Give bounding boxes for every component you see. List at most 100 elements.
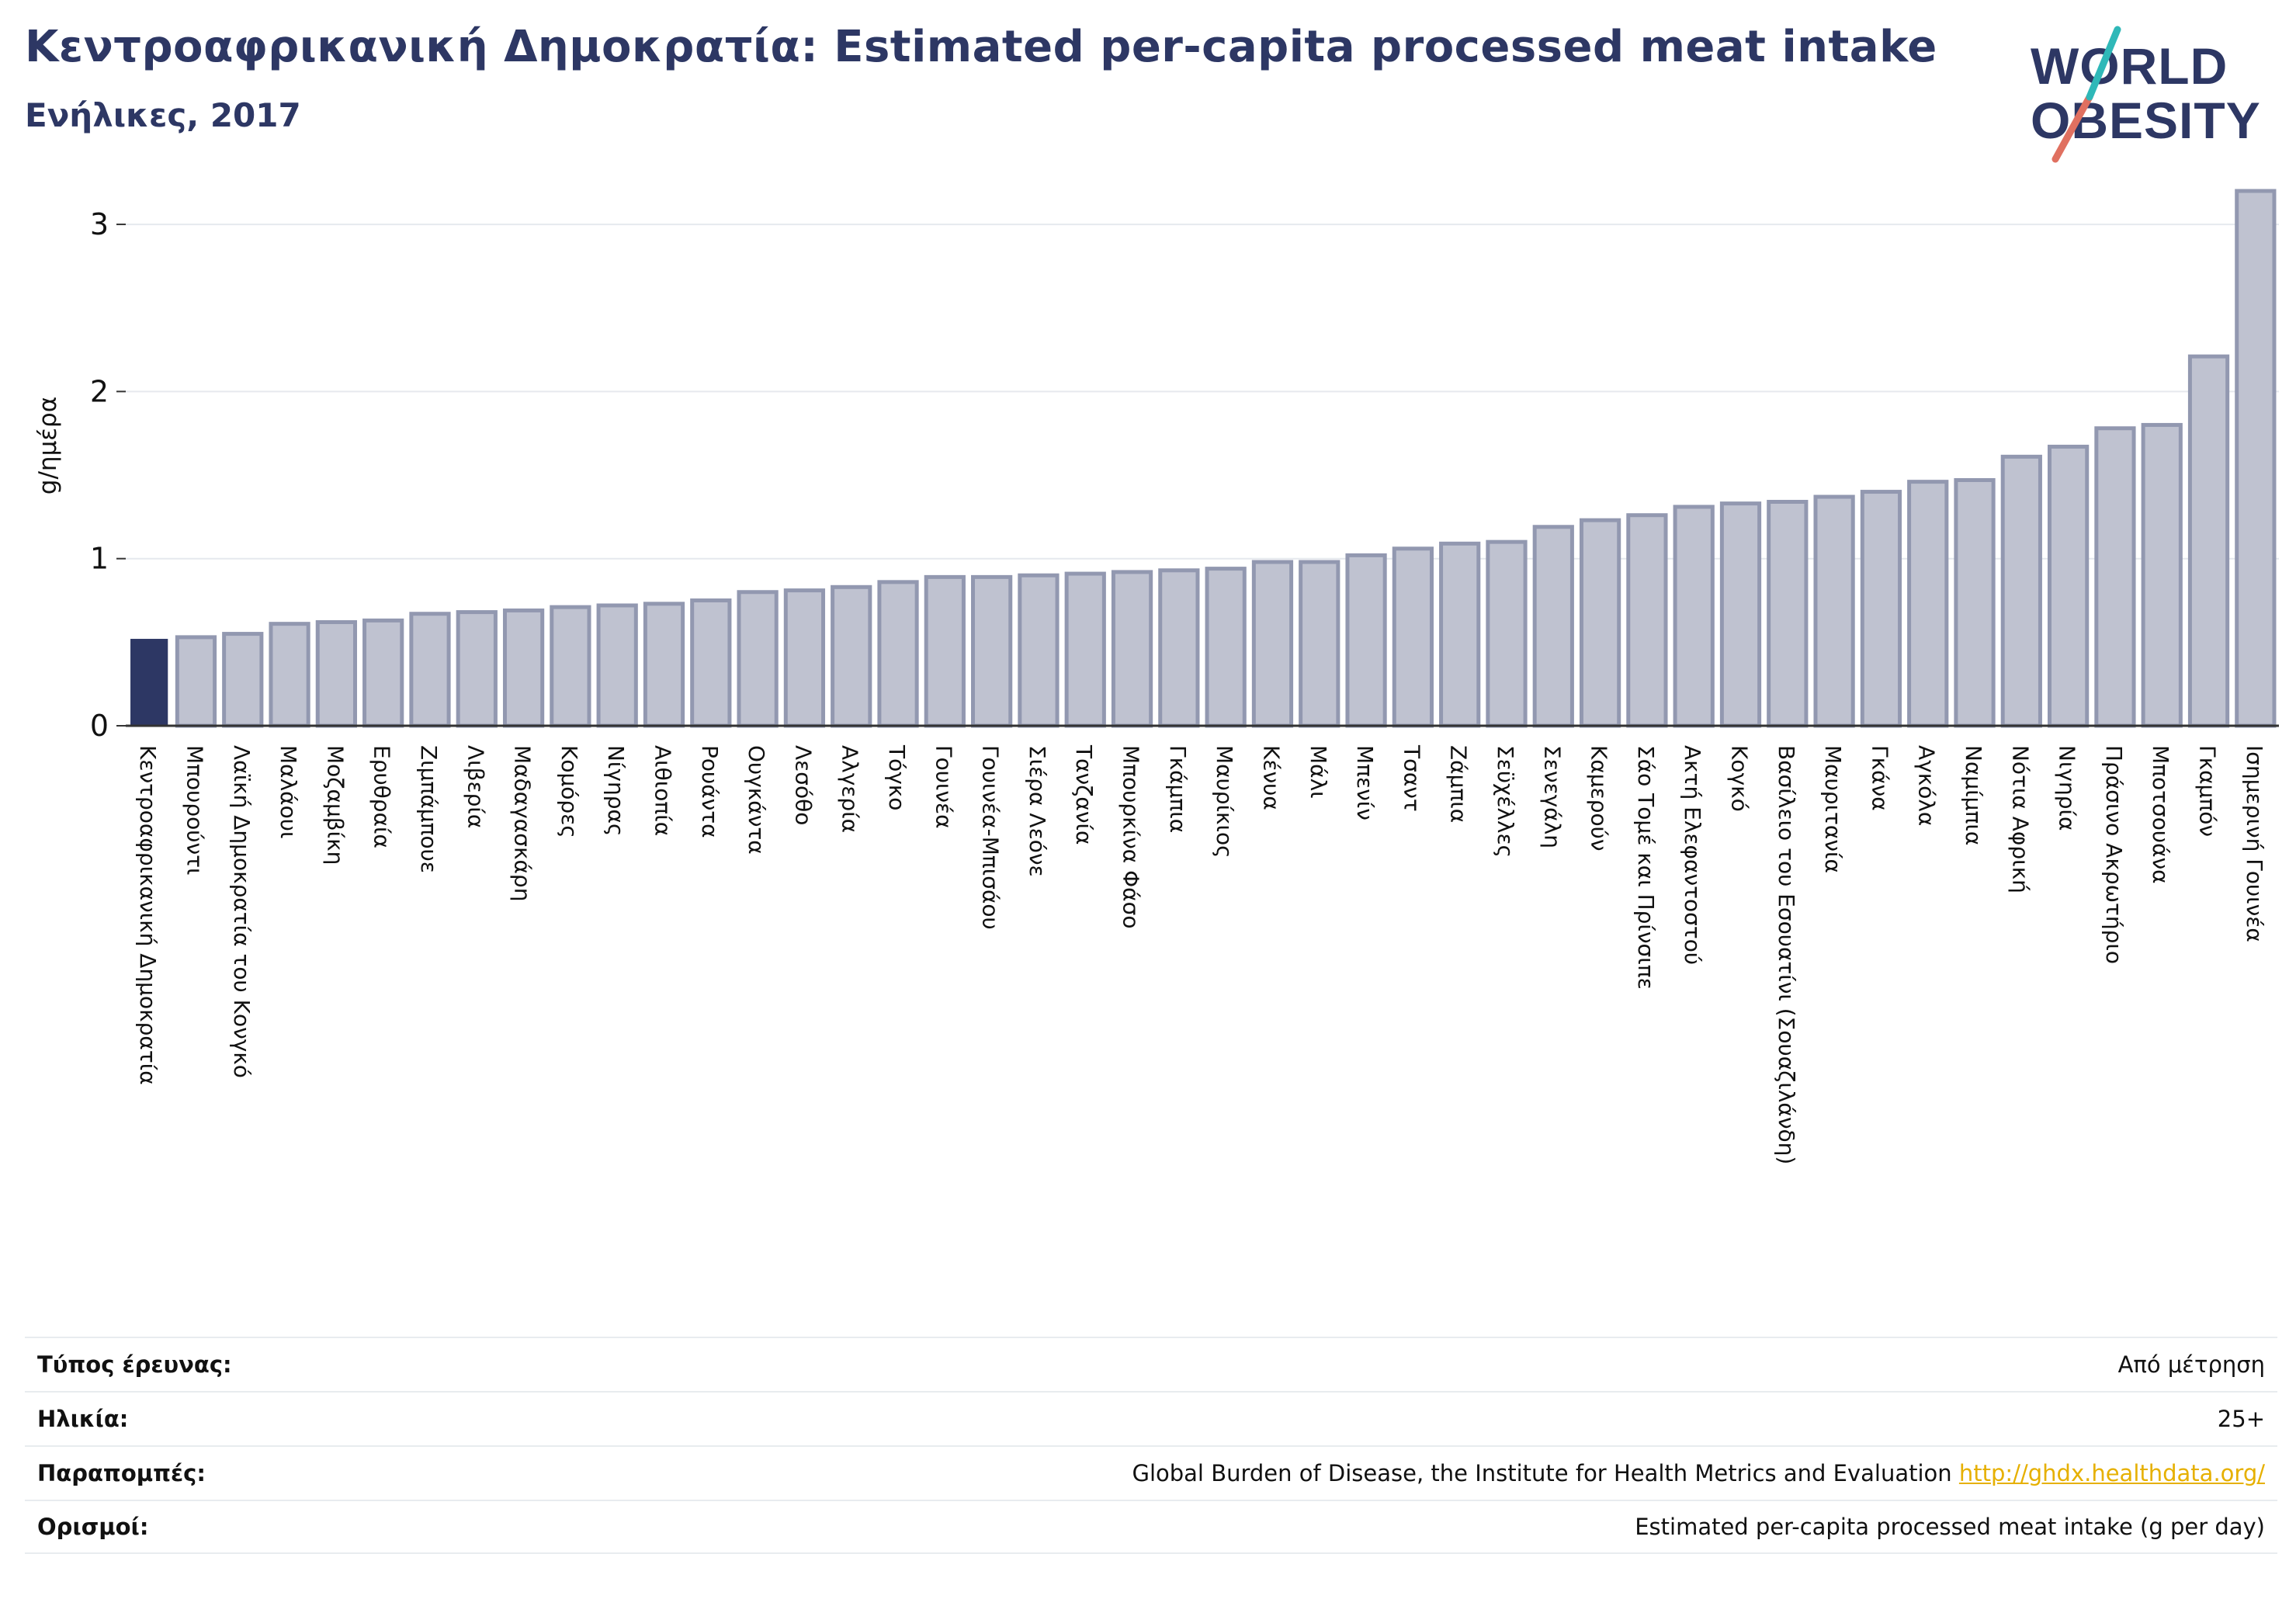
- bar: [2235, 189, 2277, 728]
- x-tick-label: Γκάμπια: [1165, 745, 1191, 833]
- bar: [643, 602, 685, 728]
- bar: [2187, 354, 2230, 728]
- x-tick-label: Κεντροαφρικανική Δημοκρατία: [135, 745, 161, 1085]
- bar: [456, 610, 498, 728]
- x-tick-label: Αλγερία: [838, 745, 863, 833]
- x-tick-label: Γουινέα-Μπισάου: [978, 745, 1004, 930]
- bar: [1392, 546, 1434, 728]
- x-tick-label: Μαυρίκιος: [1212, 745, 1237, 858]
- x-tick-label: Αιθιοπία: [650, 745, 676, 836]
- x-tick-label: Μάλι: [1306, 745, 1331, 799]
- bar: [362, 618, 404, 728]
- bar: [924, 574, 966, 728]
- x-tick-label: Νότια Αφρική: [2007, 745, 2033, 893]
- x-tick-label: Τσαντ: [1399, 744, 1424, 812]
- bar: [877, 580, 919, 728]
- bar: [1439, 541, 1481, 728]
- x-tick-label: Ισημερινή Γουινέα: [2242, 745, 2267, 942]
- x-tick-label: Μποτσουάνα: [2148, 745, 2173, 884]
- bar: [1158, 568, 1200, 728]
- logo-word-1: WORLD: [2031, 37, 2228, 95]
- meta-label: Τύπος έρευνας:: [37, 1351, 232, 1378]
- bar: [1532, 525, 1574, 728]
- x-tick-label: Λεσόθο: [790, 745, 816, 825]
- bar: [502, 608, 545, 728]
- bar: [175, 635, 217, 728]
- bar: [1813, 494, 1855, 728]
- bar: [409, 612, 451, 728]
- meta-value: 25+: [2217, 1406, 2265, 1432]
- y-tick-label: 2: [90, 374, 109, 408]
- metadata-table: Τύπος έρευνας: Από μέτρηση Ηλικία: 25+ Π…: [25, 1337, 2277, 1554]
- meta-label: Ορισμοί:: [37, 1514, 149, 1540]
- bar: [1111, 570, 1153, 728]
- meta-row-references: Παραπομπές: Global Burden of Disease, th…: [25, 1445, 2277, 1500]
- x-tick-label: Γουινέα: [931, 745, 956, 829]
- bar: [2048, 444, 2090, 728]
- x-tick-label: Ζάμπια: [1446, 745, 1472, 823]
- x-tick-label: Αγκόλα: [1914, 745, 1940, 826]
- bar: [1626, 513, 1668, 728]
- x-tick-label: Σενεγάλη: [1539, 745, 1565, 848]
- y-tick-label: 3: [90, 207, 109, 241]
- meta-value: Global Burden of Disease, the Institute …: [1132, 1460, 2265, 1486]
- x-tick-label: Σιέρα Λεόνε: [1025, 745, 1050, 877]
- x-tick-label: Ζιμπάμπουε: [416, 745, 442, 873]
- bar: [315, 620, 357, 728]
- meta-row-age: Ηλικία: 25+: [25, 1391, 2277, 1445]
- bar: [130, 639, 168, 726]
- bar: [1205, 567, 1247, 728]
- bar: [1345, 553, 1387, 728]
- bar: [2094, 426, 2136, 728]
- x-tick-label: Βασίλειο του Εσουατίνι (Σουαζιλάνδη): [1774, 745, 1799, 1164]
- bar: [1907, 480, 1949, 728]
- x-tick-label: Λιβερία: [463, 745, 488, 828]
- x-tick-label: Καμερούν: [1587, 745, 1612, 852]
- bar: [1018, 573, 1060, 728]
- bar: [690, 598, 732, 728]
- x-tick-label: Μαυριτανία: [1820, 745, 1846, 873]
- x-tick-label: Τανζανία: [1071, 744, 1097, 845]
- bar: [2141, 422, 2183, 728]
- logo-slash-upper: [2086, 26, 2121, 101]
- y-tick-label: 1: [90, 542, 109, 576]
- meta-label: Παραπομπές:: [37, 1460, 206, 1486]
- x-tick-label: Κομόρες: [557, 745, 582, 838]
- bar: [596, 603, 638, 728]
- x-tick-label: Μπουρκίνα Φάσο: [1119, 745, 1144, 928]
- x-tick-label: Τόγκο: [884, 744, 910, 810]
- x-tick-label: Ακτή Ελεφαντοστού: [1680, 745, 1705, 965]
- logo-slash-lower: [2051, 93, 2093, 163]
- bar: [1251, 560, 1294, 728]
- meta-row-definitions: Ορισμοί: Estimated per-capita processed …: [25, 1500, 2277, 1554]
- bar: [222, 632, 264, 728]
- chart-subtitle: Ενήλικες, 2017: [25, 96, 301, 134]
- x-tick-label: Γκαμπόν: [2195, 745, 2221, 837]
- bar: [1860, 490, 1902, 728]
- meta-label: Ηλικία:: [37, 1406, 129, 1432]
- x-tick-label: Κογκό: [1727, 745, 1753, 812]
- bar: [550, 605, 591, 728]
- x-tick-label: Ναμίμπια: [1961, 745, 1986, 845]
- bar: [783, 588, 826, 728]
- reference-text: Global Burden of Disease, the Institute …: [1132, 1460, 1952, 1486]
- x-tick-label: Σάο Τομέ και Πρίνσιπε: [1633, 745, 1659, 990]
- x-tick-label: Μοζαμβίκη: [322, 745, 348, 865]
- bar: [1486, 539, 1528, 728]
- x-tick-label: Μπενίν: [1352, 745, 1378, 820]
- x-tick-label: Νιγηρία: [2055, 745, 2080, 831]
- bar: [269, 622, 310, 728]
- y-tick-label: 0: [90, 709, 109, 743]
- bar: [1579, 518, 1621, 728]
- bar-chart: 0 1 2 3 Κεντροαφρικανική Δημοκρατία Μπουρούντ…: [90, 189, 2279, 1164]
- x-tick-label: Ερυθραία: [369, 745, 395, 848]
- x-tick-label: Μπουρούντι: [182, 745, 207, 875]
- reference-link[interactable]: http://ghdx.healthdata.org/: [1958, 1460, 2265, 1486]
- bar: [2000, 454, 2042, 728]
- x-tick-label: Κένυα: [1258, 745, 1284, 810]
- bar: [1673, 505, 1715, 728]
- bar: [737, 590, 779, 728]
- meta-value: Από μέτρηση: [2117, 1351, 2265, 1378]
- meta-value: Estimated per-capita processed meat inta…: [1635, 1514, 2265, 1540]
- x-tick-label: Μαλάουι: [276, 745, 301, 838]
